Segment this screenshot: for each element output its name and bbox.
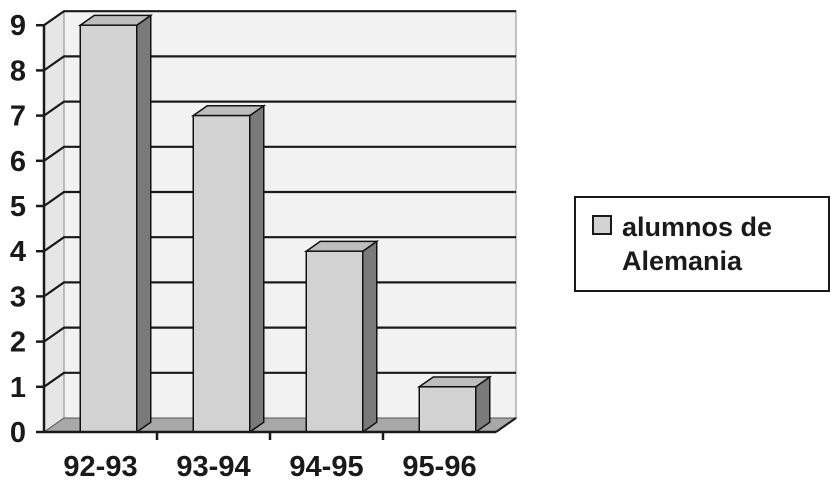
bar-side bbox=[136, 13, 152, 434]
y-tick-label: 6 bbox=[10, 146, 26, 178]
y-tick-label: 7 bbox=[10, 101, 26, 133]
legend: alumnos de Alemania bbox=[574, 196, 830, 292]
gridline bbox=[43, 100, 516, 117]
y-tick-label: 2 bbox=[10, 327, 26, 359]
bar-front bbox=[79, 24, 138, 433]
bar-side bbox=[362, 239, 378, 434]
bar-side bbox=[249, 104, 265, 434]
bar-92-93 bbox=[77, 13, 154, 434]
x-tick-label: 92-93 bbox=[63, 451, 137, 480]
gridline bbox=[43, 190, 516, 207]
gridline bbox=[43, 55, 516, 72]
y-tick-label: 9 bbox=[10, 10, 26, 42]
bar-94-95 bbox=[303, 239, 380, 434]
x-tick-label: 93-94 bbox=[176, 451, 250, 480]
bar-front bbox=[305, 250, 364, 433]
axes bbox=[36, 23, 517, 440]
y-tick-label: 8 bbox=[10, 55, 26, 87]
y-tick-label: 3 bbox=[10, 281, 26, 313]
x-tick-label: 94-95 bbox=[289, 451, 363, 480]
y-axis-tick-labels: 0 1 2 3 4 5 6 7 8 9 bbox=[10, 10, 26, 449]
y-tick-label: 4 bbox=[10, 236, 26, 268]
gridline bbox=[43, 236, 516, 253]
side-wall bbox=[43, 10, 65, 433]
gridlines bbox=[43, 10, 516, 388]
legend-label: alumnos de Alemania bbox=[622, 212, 773, 276]
bar-front bbox=[418, 386, 477, 433]
y-tick-label: 5 bbox=[10, 191, 26, 223]
floor-edge bbox=[495, 417, 517, 433]
bars bbox=[77, 13, 493, 434]
bar-front bbox=[192, 114, 251, 433]
bar-93-94 bbox=[190, 104, 267, 434]
y-tick-label: 1 bbox=[10, 372, 26, 404]
x-axis-tick-labels: 92-93 93-94 94-95 95-96 bbox=[63, 451, 476, 480]
legend-swatch bbox=[592, 215, 612, 235]
y-tick-label: 0 bbox=[10, 417, 26, 449]
x-tick-label: 95-96 bbox=[402, 451, 476, 480]
gridline bbox=[43, 10, 516, 27]
gridline bbox=[43, 145, 516, 162]
bar-95-96 bbox=[416, 375, 493, 434]
